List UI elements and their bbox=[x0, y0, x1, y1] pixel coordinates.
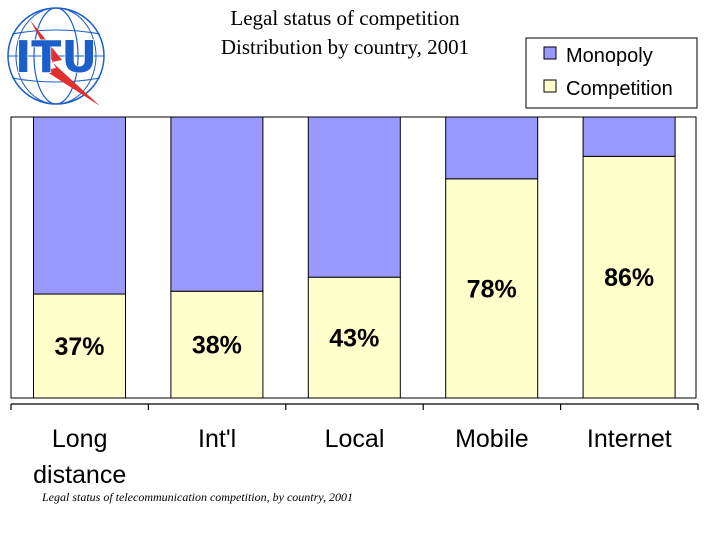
x-tick-label: Int'l bbox=[198, 425, 236, 453]
data-label: 86% bbox=[604, 264, 654, 292]
x-tick-label: Mobile bbox=[455, 425, 529, 453]
bar-monopoly bbox=[307, 116, 401, 278]
legend-swatch-competition bbox=[543, 79, 557, 93]
data-label: 43% bbox=[329, 325, 379, 353]
legend-box bbox=[525, 37, 698, 109]
data-label: 78% bbox=[467, 275, 517, 303]
data-labels-layer: 37% 38% 43% 78% 86% bbox=[54, 264, 654, 361]
bar-competition bbox=[582, 155, 676, 399]
legend: Monopoly Competition bbox=[525, 37, 698, 109]
bar-monopoly bbox=[33, 116, 126, 295]
bar-competition bbox=[307, 276, 401, 399]
bar-competition bbox=[33, 293, 126, 399]
x-tick-label: distance bbox=[33, 461, 126, 489]
bar-monopoly bbox=[445, 116, 539, 180]
legend-swatch-monopoly bbox=[543, 46, 557, 60]
itu-logo: ITU bbox=[7, 7, 105, 106]
bars-layer bbox=[33, 116, 676, 399]
chart-title: Legal status of competition bbox=[230, 6, 460, 30]
figure-caption: Legal status of telecommunication compet… bbox=[42, 490, 353, 504]
legend-label-monopoly: Monopoly bbox=[566, 45, 653, 67]
logo-text: ITU bbox=[15, 32, 97, 83]
x-axis: Long distance Int'l Local Mobile Internet bbox=[10, 403, 699, 489]
data-label: 37% bbox=[54, 333, 104, 361]
x-tick-label: Internet bbox=[587, 425, 672, 453]
data-label: 38% bbox=[192, 332, 242, 360]
bar-monopoly bbox=[170, 116, 264, 292]
bar-competition bbox=[170, 290, 264, 399]
bar-monopoly bbox=[582, 116, 676, 157]
bar-competition bbox=[445, 178, 539, 399]
chart-subtitle: Distribution by country, 2001 bbox=[220, 35, 470, 59]
x-tick-label: Long bbox=[52, 425, 108, 453]
legend-label-competition: Competition bbox=[566, 78, 673, 100]
x-tick-label: Local bbox=[325, 425, 385, 453]
